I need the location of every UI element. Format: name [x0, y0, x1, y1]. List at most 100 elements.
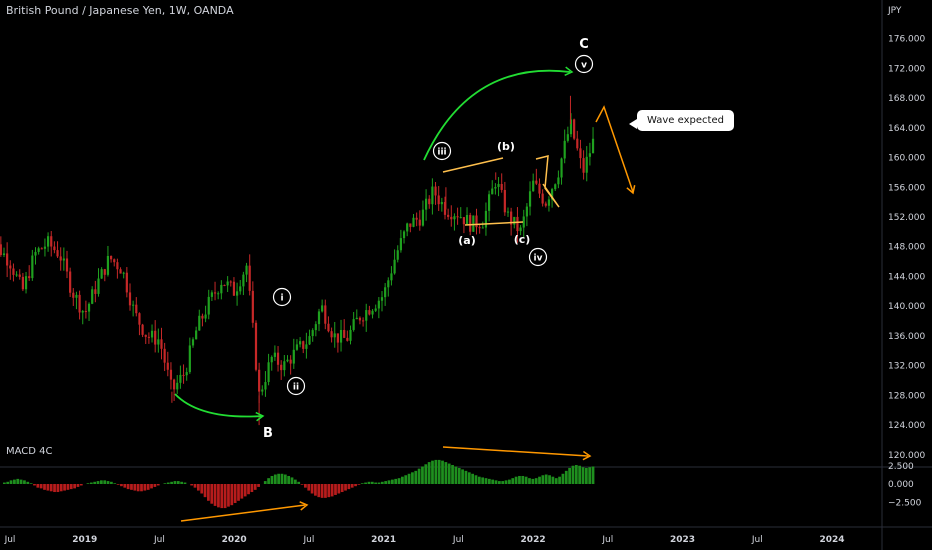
macd-bar: [146, 484, 150, 490]
down-candle: [135, 304, 138, 314]
down-candle: [144, 334, 147, 337]
macd-bar: [297, 481, 301, 484]
macd-bar: [564, 470, 568, 484]
down-candle: [428, 198, 431, 205]
macd-bar: [344, 484, 347, 491]
macd-bar: [551, 476, 555, 484]
projection-line: [595, 105, 634, 193]
up-candle: [295, 344, 299, 350]
macd-bar: [568, 467, 571, 484]
down-candle: [40, 248, 43, 250]
down-candle: [503, 189, 506, 213]
up-candle: [132, 304, 135, 306]
macd-bar: [501, 481, 505, 484]
down-candle: [576, 138, 579, 149]
macd-bar: [457, 467, 461, 484]
wave-label-c-sub: (c): [514, 233, 531, 246]
down-candle: [201, 315, 204, 319]
macd-bar: [498, 481, 501, 484]
up-candle: [506, 211, 510, 213]
macd-bar: [380, 481, 384, 484]
wave-expected-callout: Wave expected: [629, 110, 734, 131]
up-candle: [532, 180, 535, 192]
macd-bar: [200, 484, 204, 494]
macd-bar: [170, 481, 173, 484]
down-candle: [229, 281, 232, 283]
up-candle: [292, 349, 295, 364]
macd-bar: [354, 484, 357, 487]
up-candle: [390, 273, 393, 281]
macd-bar: [46, 484, 50, 491]
macd-bar: [120, 484, 123, 487]
macd-divergence-top-arrowhead: [582, 450, 592, 461]
down-candle: [84, 311, 87, 313]
triangle-lower-line: [464, 221, 524, 226]
down-candle: [538, 183, 541, 194]
price-tick-label: 124.000: [888, 421, 925, 431]
down-candle: [6, 253, 9, 266]
up-candle: [569, 119, 573, 135]
macd-axis: 2.500 0.000 −2.500: [888, 462, 922, 509]
down-candle: [50, 236, 53, 247]
macd-bar: [534, 478, 538, 484]
down-candle: [258, 369, 261, 392]
price-tick-label: 140.000: [888, 302, 925, 312]
macd-bar: [230, 484, 234, 506]
down-candle: [324, 305, 327, 324]
macd-bar: [110, 481, 113, 484]
macd-bar: [290, 477, 294, 484]
down-candle: [361, 320, 365, 322]
time-tick-label: Jul: [452, 535, 464, 545]
price-axis-unit: JPY: [887, 6, 902, 16]
up-candle: [317, 311, 321, 325]
macd-histogram: [3, 459, 595, 509]
macd-bar: [183, 482, 187, 484]
price-tick-label: 156.000: [888, 183, 925, 193]
down-candle: [78, 294, 81, 313]
up-candle: [188, 345, 191, 373]
down-candle: [109, 255, 113, 260]
down-candle: [456, 216, 459, 218]
time-axis: Jul 2019 Jul 2020 Jul 2021 Jul 2022 Jul 2023 Jul 20…: [4, 535, 845, 545]
up-candle: [97, 278, 100, 294]
macd-bar: [584, 467, 588, 484]
up-candle: [497, 183, 500, 187]
macd-bar: [3, 482, 6, 484]
down-candle: [475, 215, 478, 228]
price-tick-label: 120.000: [888, 451, 925, 461]
macd-bar: [300, 484, 304, 485]
time-tick-label: Jul: [4, 535, 16, 545]
up-candle: [519, 227, 522, 232]
down-candle: [9, 265, 12, 269]
up-candle: [352, 319, 355, 330]
up-candle: [491, 188, 494, 195]
macd-bar: [99, 480, 103, 484]
macd-bar: [133, 484, 137, 491]
macd-indicator-title: MACD 4C: [6, 446, 53, 457]
macd-bar: [13, 479, 16, 484]
down-candle: [147, 336, 150, 338]
up-candle: [547, 199, 551, 206]
macd-bar: [327, 484, 331, 498]
macd-bar: [79, 484, 83, 486]
down-candle: [56, 250, 59, 257]
up-candle: [298, 341, 302, 345]
macd-bar: [491, 479, 495, 484]
macd-bar: [210, 484, 214, 504]
time-tick-label: Jul: [153, 535, 165, 545]
down-candle: [573, 119, 576, 139]
up-candle: [481, 227, 484, 229]
down-candle: [213, 292, 217, 294]
up-candle: [494, 186, 497, 189]
up-candle: [157, 339, 160, 345]
up-candle: [393, 259, 396, 274]
price-tick-label: 172.000: [888, 64, 925, 74]
macd-bar: [180, 481, 184, 484]
macd-bar: [39, 484, 43, 489]
macd-bar: [106, 481, 110, 484]
down-candle: [469, 215, 472, 232]
down-candle: [541, 193, 544, 204]
macd-bar: [69, 484, 73, 490]
macd-bar: [243, 484, 247, 497]
